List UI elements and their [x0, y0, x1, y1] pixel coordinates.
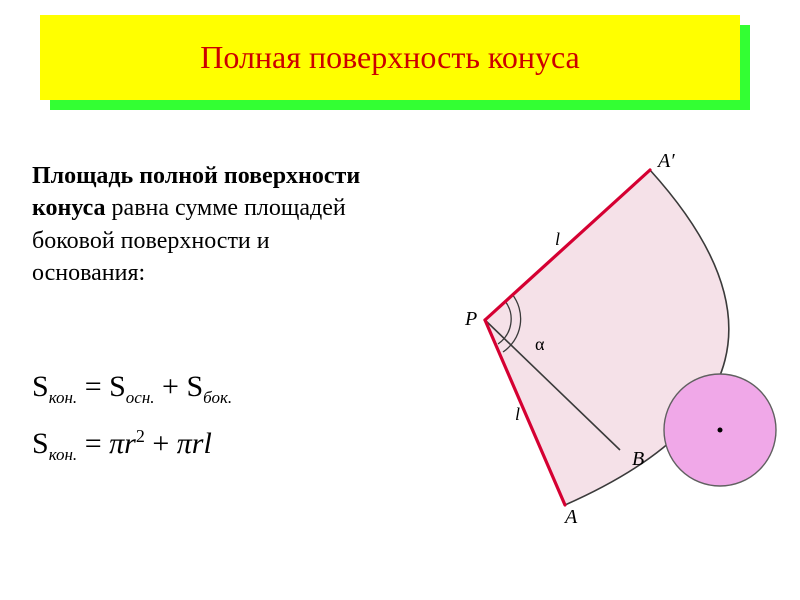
f1-rhs1-sub: осн.	[126, 388, 155, 407]
svg-text:A: A	[563, 506, 578, 525]
cone-diagram: P A′ A Bl l α	[400, 145, 780, 525]
f2-pi2: π	[177, 427, 192, 460]
f2-exp: 2	[136, 426, 145, 446]
f2-lhs-sub: кон.	[49, 445, 78, 464]
svg-text:l: l	[555, 229, 560, 249]
f1-lhs-sub: кон.	[49, 388, 78, 407]
f2-l: l	[203, 427, 211, 460]
formula-row-2: Sкон. = πr2 + πrl	[32, 426, 412, 465]
description-block: Площадь полной поверхности конуса равна …	[32, 160, 372, 290]
svg-text:P: P	[464, 308, 477, 330]
formula-block: Sкон. = Sосн. + Sбок. Sкон. = πr2 + πrl	[32, 370, 412, 483]
title-main: Полная поверхность конуса	[40, 15, 740, 100]
title-banner: Полная поверхность конуса	[40, 15, 760, 110]
svg-text:A′: A′	[656, 150, 675, 172]
title-text: Полная поверхность конуса	[200, 39, 580, 76]
f2-r1: r	[124, 427, 136, 460]
svg-text:α: α	[535, 334, 545, 354]
f1-lhs-s: S	[32, 370, 49, 403]
formula-row-1: Sкон. = Sосн. + Sбок.	[32, 370, 412, 408]
f1-rhs2-s: S	[186, 370, 203, 403]
f2-r2: r	[192, 427, 204, 460]
svg-text:l: l	[515, 404, 520, 424]
f1-rhs2-sub: бок.	[203, 388, 232, 407]
diagram-svg: P A′ A Bl l α	[400, 145, 780, 525]
f2-lhs-s: S	[32, 427, 49, 460]
f1-rhs1-s: S	[109, 370, 126, 403]
svg-text:B: B	[632, 448, 644, 470]
f2-pi1: π	[109, 427, 124, 460]
